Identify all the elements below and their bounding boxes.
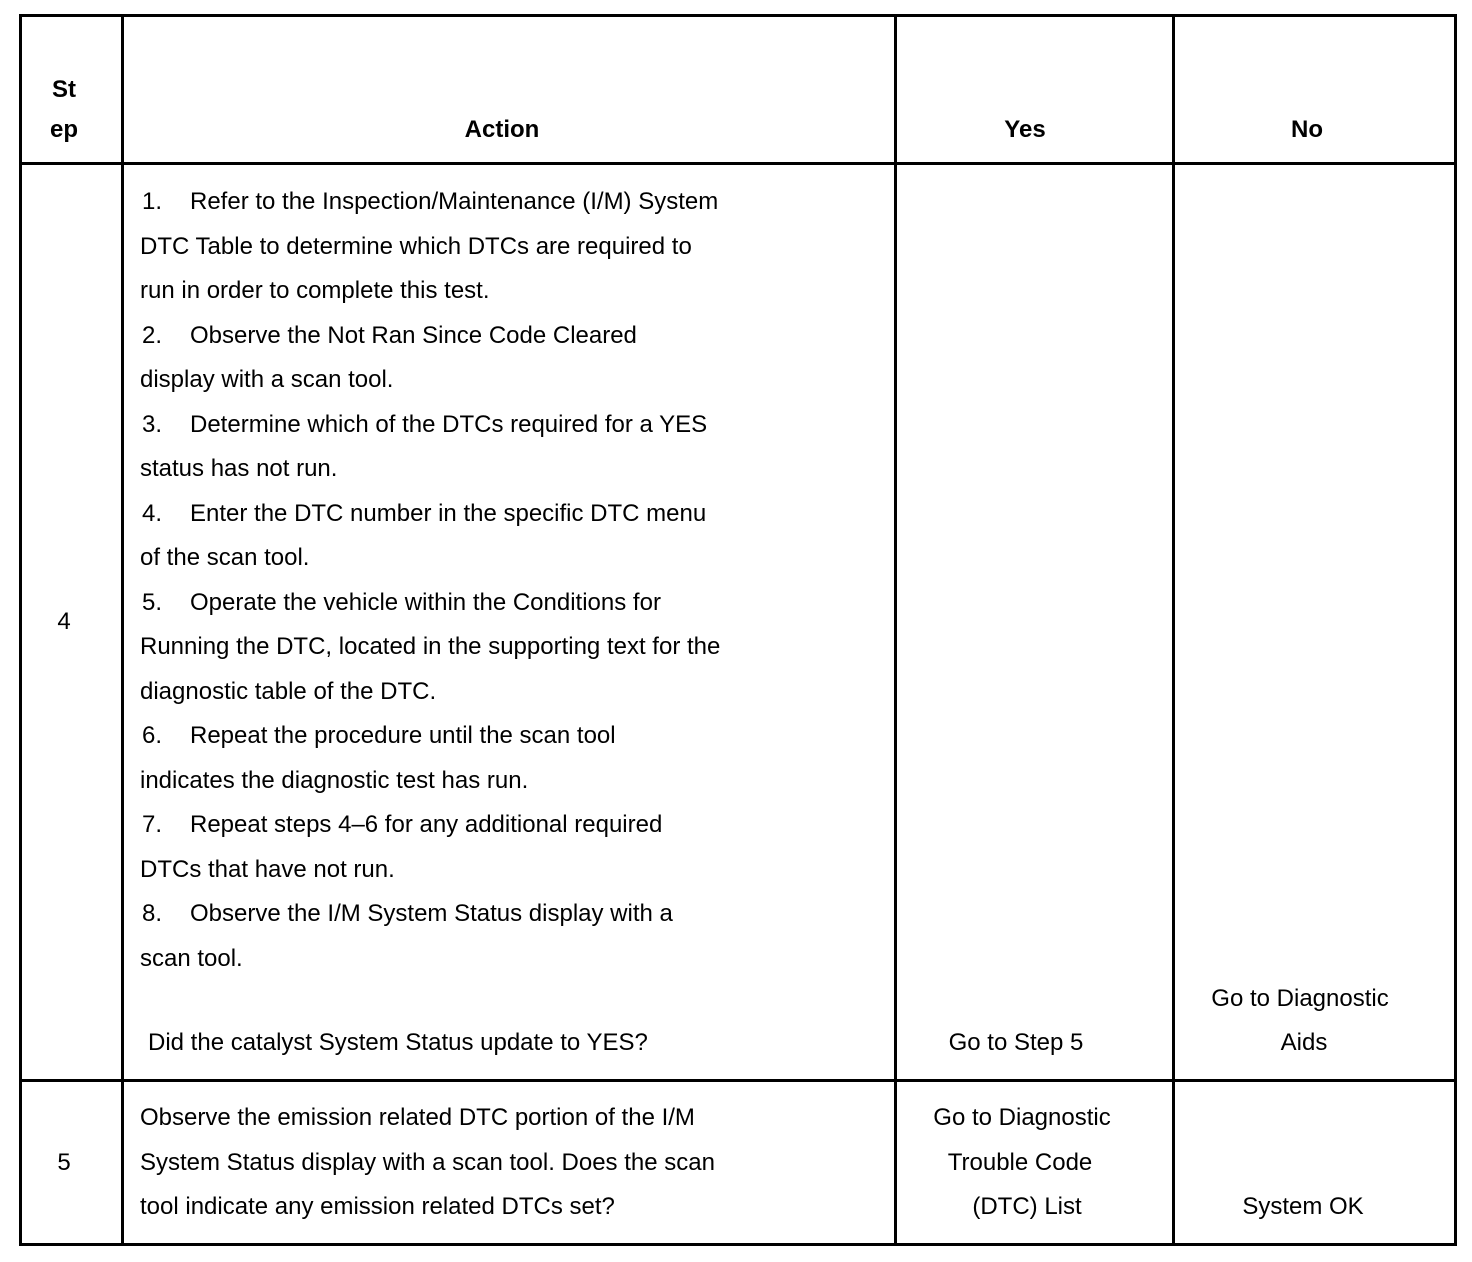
action-line-text: Repeat the procedure until the scan tool [190, 722, 616, 749]
action-line: 2. Observe the Not Ran Since Code Cleared [142, 321, 637, 351]
yes-result: Go to Step 5 [948, 1029, 1084, 1056]
action-line: 6. Repeat the procedure until the scan to… [142, 721, 616, 751]
action-line: 8. Observe the I/M System Status display … [142, 899, 673, 929]
action-line-text: DTCs that have not run. [140, 855, 395, 883]
question-text: Did the catalyst System Status update to… [148, 1029, 648, 1056]
action-line-text: run in order to complete this test. [140, 277, 490, 304]
action-line: tool indicate any emission related DTCs … [140, 1192, 615, 1222]
action-line: System Status display with a scan tool. … [140, 1148, 715, 1178]
header-divider [19, 162, 1457, 165]
step-item-number: 7. [142, 811, 163, 838]
step-item-number: 3. [142, 410, 163, 438]
step-number: 5 [57, 1149, 71, 1176]
action-line-text: diagnostic table of the DTC. [140, 677, 437, 705]
action-line-text: Refer to the Inspection/Maintenance (I/M… [190, 188, 719, 215]
action-line: display with a scan tool. [140, 365, 393, 395]
table-border-right [1454, 14, 1457, 1246]
no-result-line1: Go to Diagnostic [1211, 985, 1389, 1012]
step-item-number: 1. [142, 188, 163, 215]
yes-result-line3: (DTC) List [972, 1193, 1082, 1220]
header-step-line1: St [52, 76, 76, 103]
step-item-number: 6. [142, 722, 163, 749]
action-line-text: DTC Table to determine which DTCs are re… [140, 232, 692, 260]
step-item-number: 8. [142, 900, 163, 927]
step-item-number: 5. [142, 588, 163, 616]
header-no: No [1291, 116, 1323, 143]
header-yes: Yes [1004, 116, 1046, 143]
action-line-text: Running the DTC, located in the supporti… [140, 633, 721, 660]
table-border-left [19, 14, 22, 1246]
action-line: of the scan tool. [140, 543, 309, 573]
yes-result-line2: Trouble Code [947, 1149, 1093, 1176]
action-line: 3. Determine which of the DTCs required f… [142, 410, 707, 440]
column-divider [894, 14, 897, 1246]
action-line: 1. Refer to the Inspection/Maintenance (I… [142, 187, 718, 217]
action-line-text: of the scan tool. [140, 544, 310, 571]
action-line-text: display with a scan tool. [140, 366, 394, 393]
step-number: 4 [57, 608, 71, 635]
no-result-line2: Aids [1280, 1029, 1328, 1056]
action-line-text: Operate the vehicle within the Condition… [190, 588, 661, 616]
action-line: Running the DTC, located in the supporti… [140, 632, 720, 662]
no-result: System OK [1242, 1193, 1364, 1220]
column-divider [121, 14, 124, 1246]
action-line: DTCs that have not run. [140, 855, 395, 885]
action-line-text: tool indicate any emission related DTCs … [140, 1193, 615, 1220]
action-line: 5. Operate the vehicle within the Conditi… [142, 588, 661, 618]
header-step-line2: ep [49, 116, 79, 143]
action-line-text: Determine which of the DTCs required for… [190, 410, 708, 438]
action-line-text: Repeat steps 4–6 for any additional requ… [190, 811, 663, 838]
table-border-bottom [19, 1243, 1457, 1246]
action-line: Observe the emission related DTC portion… [140, 1103, 695, 1133]
action-line-text: scan tool. [140, 944, 243, 972]
action-line-text: System Status display with a scan tool. … [140, 1148, 715, 1176]
action-line-text: Observe the emission related DTC portion… [140, 1104, 695, 1131]
action-line-text: status has not run. [140, 455, 338, 482]
action-line-text: indicates the diagnostic test has run. [140, 766, 529, 794]
row-divider [19, 1079, 1457, 1082]
action-line: status has not run. [140, 454, 337, 484]
yes-result-line1: Go to Diagnostic [933, 1104, 1111, 1131]
table-border-top [19, 14, 1457, 17]
column-divider [1172, 14, 1175, 1246]
action-line-text: Observe the I/M System Status display wi… [190, 900, 673, 927]
action-line: scan tool. [140, 944, 243, 974]
step-item-number: 2. [142, 321, 163, 349]
action-line: 4. Enter the DTC number in the specific D… [142, 499, 706, 529]
action-line-text: Observe the Not Ran Since Code Cleared [190, 321, 637, 349]
header-action: Action [464, 116, 540, 143]
action-line-text: Enter the DTC number in the specific DTC… [190, 499, 707, 527]
step-item-number: 4. [142, 499, 163, 527]
action-line: run in order to complete this test. [140, 276, 490, 306]
action-line: DTC Table to determine which DTCs are re… [140, 232, 692, 262]
action-line: indicates the diagnostic test has run. [140, 766, 528, 796]
action-line: diagnostic table of the DTC. [140, 677, 436, 707]
action-line: 7. Repeat steps 4–6 for any additional re… [142, 810, 662, 840]
